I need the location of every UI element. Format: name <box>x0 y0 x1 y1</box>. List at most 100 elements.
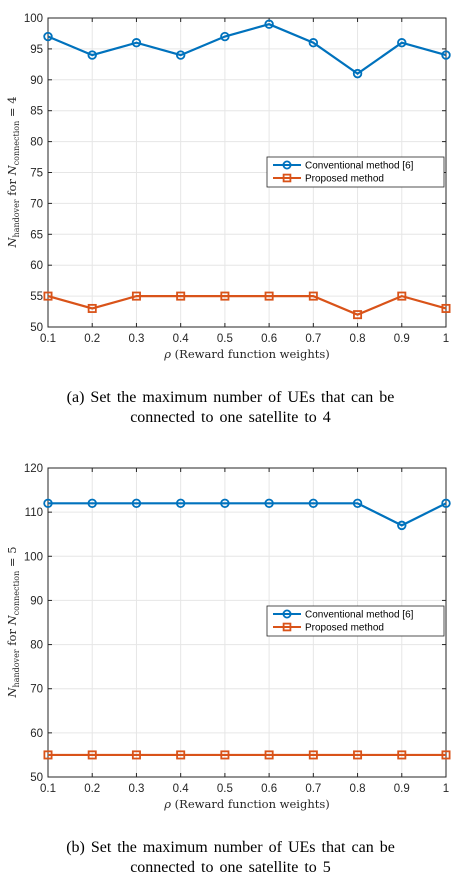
legend-label: Conventional method [6] <box>305 161 414 172</box>
x-axis-label: ρ (Reward function weights) <box>163 347 330 361</box>
legend-label: Proposed method <box>305 623 384 634</box>
data-point-conventional <box>87 50 97 60</box>
x-tick-label: 0.8 <box>350 333 366 345</box>
data-point-conventional <box>352 498 363 509</box>
data-point-conventional <box>397 520 407 531</box>
data-point-proposed <box>87 750 97 760</box>
x-tick-label: 0.6 <box>261 783 277 795</box>
data-point-conventional <box>175 50 186 60</box>
y-tick-label: 90 <box>30 75 43 87</box>
data-point-proposed <box>441 303 451 313</box>
data-point-conventional <box>220 31 230 42</box>
y-tick-label: 55 <box>30 291 43 303</box>
legend-marker-square <box>282 173 292 183</box>
y-tick-label: 70 <box>30 684 43 696</box>
caption-b-line1: (b) Set the maximum number of UEs that c… <box>66 839 395 856</box>
caption-a-line2: connected to one satellite to 4 <box>130 409 331 426</box>
y-tick-label: 85 <box>30 106 43 118</box>
data-point-conventional <box>352 68 363 79</box>
data-point-proposed <box>353 310 363 320</box>
x-tick-label: 0.1 <box>40 333 56 345</box>
legend-label: Proposed method <box>305 174 384 185</box>
y-tick-label: 120 <box>24 463 43 475</box>
x-axis-label: ρ (Reward function weights) <box>163 797 330 811</box>
data-point-proposed <box>131 291 141 301</box>
y-tick-label: 110 <box>25 507 43 519</box>
caption-a: (a) Set the maximum number of UEs that c… <box>0 388 461 428</box>
legend-box <box>266 605 445 637</box>
x-tick-label: 0.5 <box>217 333 233 345</box>
y-axis-label: Nhandover for Nconnection = 5 <box>5 546 21 698</box>
data-point-proposed <box>220 750 230 760</box>
y-axis-label: Nhandover for Nconnection = 4 <box>5 96 21 248</box>
data-point-proposed <box>353 750 363 760</box>
series-line-conventional <box>48 502 447 527</box>
x-tick-label: 1 <box>443 783 449 795</box>
data-point-conventional <box>441 50 451 60</box>
x-tick-label: 0.5 <box>217 783 233 795</box>
y-tick-label: 100 <box>24 13 43 25</box>
x-tick-label: 1 <box>443 333 449 345</box>
data-point-proposed <box>131 750 141 760</box>
y-tick-label: 80 <box>30 137 43 149</box>
legend-marker-circle <box>282 609 292 619</box>
data-point-conventional <box>87 498 97 509</box>
x-tick-label: 0.3 <box>128 333 144 345</box>
y-tick-label: 50 <box>30 322 43 334</box>
x-tick-label: 0.7 <box>305 333 321 345</box>
y-tick-label: 50 <box>30 772 43 784</box>
series-line-proposed <box>47 294 447 316</box>
data-point-proposed <box>87 303 97 313</box>
legend: Conventional method [6] Proposed method <box>266 156 445 188</box>
data-point-proposed <box>397 750 407 760</box>
y-tick-label: 65 <box>30 229 43 241</box>
x-tick-label: 0.3 <box>128 783 144 795</box>
data-point-proposed <box>308 750 318 760</box>
x-tick-label: 0.7 <box>305 783 321 795</box>
y-tick-label: 95 <box>30 44 43 56</box>
data-point-proposed <box>176 291 186 301</box>
axes-box <box>47 467 447 778</box>
y-tick-label: 60 <box>30 728 43 740</box>
data-point-conventional <box>43 31 53 42</box>
x-tick-label: 0.9 <box>394 783 410 795</box>
legend-box <box>266 156 445 188</box>
data-point-conventional <box>131 38 142 48</box>
data-point-conventional <box>175 498 186 509</box>
data-point-proposed <box>43 291 53 301</box>
data-point-conventional <box>43 498 53 509</box>
data-point-conventional <box>220 498 230 509</box>
y-tick-label: 70 <box>30 198 43 210</box>
data-point-conventional <box>131 498 142 509</box>
y-tick-label: 90 <box>30 595 43 607</box>
data-point-proposed <box>441 750 451 760</box>
y-tick-label: 80 <box>30 640 43 652</box>
y-tick-label: 100 <box>24 551 43 563</box>
y-tick-label: 75 <box>30 168 43 180</box>
data-point-conventional <box>308 498 319 509</box>
x-tick-label: 0.2 <box>84 333 100 345</box>
caption-a-line1: (a) Set the maximum number of UEs that c… <box>66 389 395 406</box>
series-line-conventional <box>47 23 447 75</box>
legend-marker-square <box>282 622 292 632</box>
data-point-proposed <box>264 750 274 760</box>
x-tick-label: 0.4 <box>173 333 190 345</box>
chart-a: 0.1 0.2 0.3 0.4 0.5 0.6 0.7 0.8 0.9 1 50 55 60 65 70 75… <box>5 13 451 361</box>
y-tick-label: 60 <box>30 260 43 272</box>
legend-marker-circle <box>282 160 292 170</box>
x-tick-label: 0.9 <box>394 333 410 345</box>
caption-b-line2: connected to one satellite to 5 <box>130 859 331 876</box>
x-tick-label: 0.1 <box>40 783 56 795</box>
x-tick-label: 0.8 <box>350 783 366 795</box>
data-point-conventional <box>264 19 274 29</box>
data-point-proposed <box>220 291 230 301</box>
data-point-conventional <box>441 498 451 509</box>
legend-label: Conventional method [6] <box>305 610 414 621</box>
legend: Conventional method [6] Proposed method <box>266 605 445 637</box>
chart-b: 0.1 0.2 0.3 0.4 0.5 0.6 0.7 0.8 0.9 1 50 60 70 80 90 10… <box>5 463 451 811</box>
x-tick-label: 0.6 <box>261 333 277 345</box>
data-point-proposed <box>264 291 274 301</box>
caption-b: (b) Set the maximum number of UEs that c… <box>0 838 461 878</box>
data-point-proposed <box>43 750 53 760</box>
